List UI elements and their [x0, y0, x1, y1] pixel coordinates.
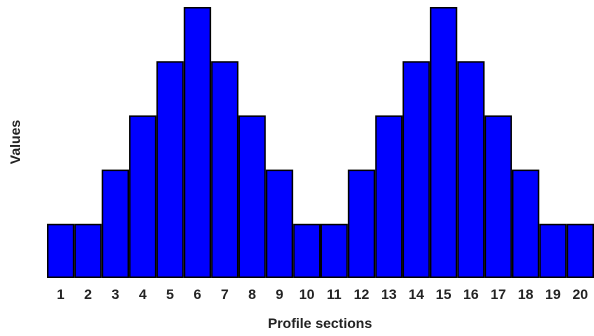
- x-tick-label-4: 4: [139, 286, 147, 302]
- bar-13: [375, 115, 403, 279]
- x-tick-label-16: 16: [463, 286, 479, 302]
- x-tick-label-1: 1: [57, 286, 65, 302]
- bar-10: [293, 223, 321, 279]
- bar-14: [402, 61, 430, 279]
- bar-8: [238, 115, 266, 279]
- x-tick-label-12: 12: [354, 286, 370, 302]
- bar-1: [47, 223, 75, 279]
- x-tick-label-9: 9: [276, 286, 284, 302]
- bar-6: [183, 7, 212, 278]
- x-tick-label-3: 3: [111, 286, 119, 302]
- x-tick-label-20: 20: [573, 286, 589, 302]
- bar-19: [539, 223, 567, 279]
- bars-group: [47, 7, 594, 279]
- bar-3: [101, 169, 130, 279]
- x-axis-title: Profile sections: [268, 315, 372, 331]
- x-tick-label-10: 10: [299, 286, 315, 302]
- bar-12: [347, 169, 376, 279]
- x-tick-label-7: 7: [221, 286, 229, 302]
- bar-7: [211, 61, 239, 279]
- x-tick-label-13: 13: [381, 286, 397, 302]
- x-tick-label-14: 14: [408, 286, 424, 302]
- x-tick-label-2: 2: [84, 286, 92, 302]
- bar-17: [484, 115, 512, 279]
- bar-9: [265, 169, 294, 279]
- bar-16: [457, 61, 485, 279]
- x-tick-label-11: 11: [327, 286, 342, 302]
- x-tick-labels: 1 2 3 4 5 6 7 8 9 10 11 12 13 14 15 16 17 18 19 20: [57, 286, 589, 302]
- x-tick-label-5: 5: [166, 286, 174, 302]
- bar-4: [129, 115, 157, 279]
- bar-5: [156, 61, 184, 279]
- bar-18: [511, 169, 540, 279]
- x-tick-label-8: 8: [248, 286, 256, 302]
- y-axis-title: Values: [7, 120, 23, 165]
- bar-2: [74, 223, 102, 279]
- x-tick-label-17: 17: [490, 286, 506, 302]
- x-tick-label-19: 19: [545, 286, 561, 302]
- bar-15: [429, 7, 458, 278]
- x-tick-label-6: 6: [194, 286, 202, 302]
- bar-11: [320, 223, 348, 279]
- x-tick-label-18: 18: [518, 286, 534, 302]
- bar-20: [566, 223, 594, 279]
- x-tick-label-15: 15: [436, 286, 452, 302]
